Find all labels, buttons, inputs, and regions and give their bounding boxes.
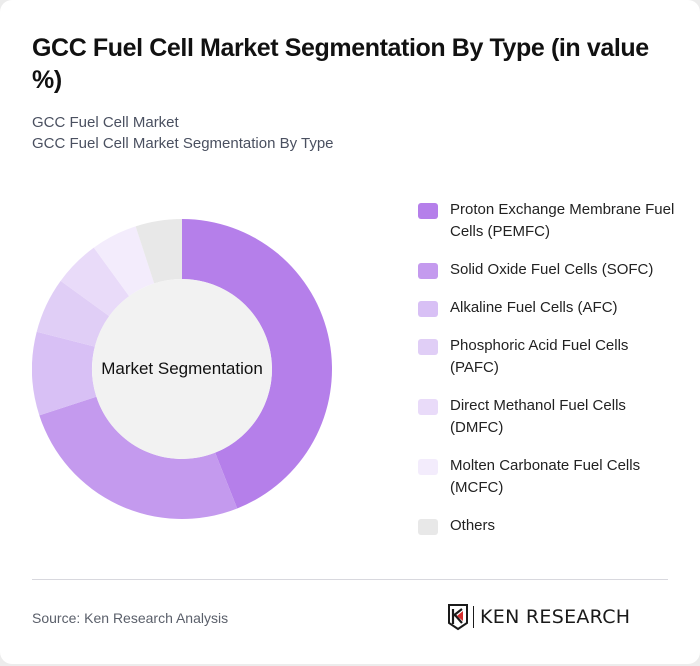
- logo-text: KEN RESEARCH: [480, 606, 631, 628]
- donut-segment[interactable]: [39, 396, 238, 519]
- legend-item[interactable]: Alkaline Fuel Cells (AFC): [418, 297, 678, 319]
- legend-item[interactable]: Molten Carbonate Fuel Cells (MCFC): [418, 455, 678, 499]
- source-note: Source: Ken Research Analysis: [32, 610, 229, 626]
- legend-swatch-icon: [418, 399, 438, 415]
- legend-label: Direct Methanol Fuel Cells (DMFC): [450, 397, 626, 436]
- legend-label: Proton Exchange Membrane Fuel Cells (PEM…: [450, 201, 675, 240]
- shield-k-icon: [448, 604, 468, 631]
- legend-swatch-icon: [418, 263, 438, 279]
- donut-segment[interactable]: [60, 247, 130, 317]
- legend-swatch-icon: [418, 519, 438, 535]
- subtitle-segmentation: GCC Fuel Cell Market Segmentation By Typ…: [32, 135, 334, 152]
- legend-label: Molten Carbonate Fuel Cells (MCFC): [450, 457, 641, 496]
- donut-segment[interactable]: [93, 226, 155, 297]
- donut-segment[interactable]: [36, 280, 110, 347]
- legend-swatch-icon: [418, 459, 438, 475]
- legend-label: Solid Oxide Fuel Cells (SOFC): [450, 261, 654, 278]
- legend-swatch-icon: [418, 203, 438, 219]
- legend-item[interactable]: Others: [418, 515, 678, 537]
- logo-divider: [473, 606, 474, 628]
- donut-chart-svg: [32, 219, 332, 519]
- donut-segment[interactable]: [32, 331, 97, 416]
- legend-item[interactable]: Solid Oxide Fuel Cells (SOFC): [418, 259, 678, 281]
- legend-label: Phosphoric Acid Fuel Cells (PAFC): [450, 337, 629, 376]
- subtitle-market: GCC Fuel Cell Market: [32, 114, 179, 131]
- chart-legend: Proton Exchange Membrane Fuel Cells (PEM…: [418, 199, 678, 553]
- legend-swatch-icon: [418, 339, 438, 355]
- donut-segment[interactable]: [182, 219, 332, 509]
- legend-label: Alkaline Fuel Cells (AFC): [450, 299, 618, 316]
- donut-segment[interactable]: [135, 219, 182, 284]
- page-title: GCC Fuel Cell Market Segmentation By Typ…: [32, 34, 649, 94]
- legend-item[interactable]: Direct Methanol Fuel Cells (DMFC): [418, 395, 678, 439]
- ken-research-logo: KEN RESEARCH: [447, 603, 630, 631]
- legend-item[interactable]: Proton Exchange Membrane Fuel Cells (PEM…: [418, 199, 678, 243]
- legend-swatch-icon: [418, 301, 438, 317]
- legend-item[interactable]: Phosphoric Acid Fuel Cells (PAFC): [418, 335, 678, 379]
- footer-divider: [32, 579, 668, 580]
- donut-hole: [92, 279, 272, 459]
- donut-chart: Market Segmentation: [32, 219, 332, 519]
- legend-label: Others: [450, 517, 496, 534]
